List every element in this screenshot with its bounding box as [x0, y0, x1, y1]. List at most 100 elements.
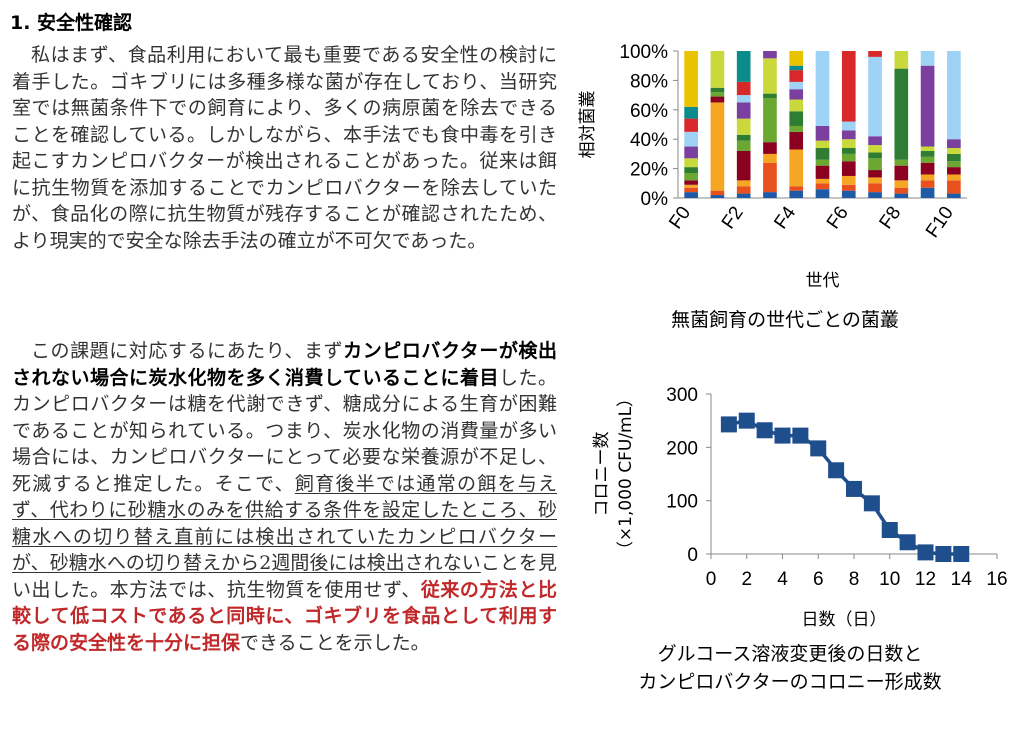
bar-segment: [710, 96, 725, 103]
bar-segment: [894, 165, 909, 181]
bar-segment: [920, 187, 935, 198]
para2-bold-highlight: カンピロバクターが検出されない場合に炭水化物を多く消費していることに着目: [12, 340, 557, 389]
bar-segment: [684, 173, 698, 181]
x-tick-label: 2: [741, 569, 752, 590]
chart2-caption-line2: カンピロバクターのコロニー形成数: [638, 671, 942, 693]
bar-segment: [868, 152, 882, 159]
bar-segment: [736, 51, 751, 82]
bar-segment: [710, 92, 725, 97]
bar-segment: [841, 184, 856, 191]
bar-segment: [684, 158, 698, 168]
x-tick-label: F8: [875, 203, 905, 233]
bar-segment: [894, 68, 909, 160]
bar-segment: [789, 70, 804, 82]
bar-segment: [736, 134, 751, 141]
bar-segment: [841, 190, 856, 198]
y-tick-label: 200: [666, 438, 698, 459]
bar-segment: [920, 51, 935, 66]
para2-text-3: ことを見い出した。本方法では、抗生物質を使用せず、: [12, 552, 557, 601]
bar-segment: [947, 193, 961, 198]
bar-segment: [815, 148, 830, 160]
y-axis-title-line2: （×1,000 CFU/mL）: [616, 390, 636, 558]
data-point: [810, 440, 827, 457]
bar-segment: [815, 159, 830, 166]
y-axis-title: 相対菌叢: [578, 91, 598, 159]
y-tick-label: 60%: [630, 101, 668, 122]
para2-underlined-finding: 飼育後半では通常の餌を与えず、代わりに砂糖水のみを供給する条件を設定したところ、…: [12, 472, 557, 575]
bar-segment: [868, 183, 882, 193]
bar-segment: [868, 136, 882, 146]
paragraph-method: この課題に対応するにあたり、まずカンピロバクターが検出されない場合に炭水化物を多…: [12, 338, 557, 656]
para2-red-highlight: 従来の方法と比較して低コストであると同時に、ゴキブリを食品として利用する際の安全…: [12, 578, 557, 654]
bar-segment: [815, 125, 830, 141]
bar-segment: [947, 148, 961, 154]
para2-text-4: できることを示した。: [240, 631, 430, 654]
data-point: [881, 522, 898, 538]
paragraph-intro: 私はまず、食品利用において最も重要である安全性の検討に着手した。ゴキブリには多種…: [12, 44, 557, 252]
colony-count-line-chart: 0 100 200 300 0 2 4 6 8 10 12 14 16 コロニー数 （×1,000 CFU/…: [592, 385, 1008, 630]
bar-segment: [789, 131, 804, 150]
bar-segment: [894, 51, 909, 69]
bar-segment: [841, 153, 856, 162]
bar-segment: [947, 139, 961, 149]
x-tick-label: 12: [915, 569, 936, 590]
bar-segment: [710, 51, 725, 88]
bar-segment: [684, 187, 698, 193]
bar-segment: [684, 131, 698, 147]
bar-segment: [684, 184, 698, 188]
x-axis-title: 世代: [806, 271, 840, 291]
x-tick-label: 10: [879, 569, 900, 590]
bar-segment: [763, 162, 777, 193]
bar-segment: [920, 180, 935, 188]
bar-segment: [815, 51, 830, 126]
bar-segment: [947, 180, 961, 194]
bar-segment: [841, 130, 856, 140]
bar-segment: [815, 183, 830, 190]
y-tick-label: 100: [666, 492, 698, 513]
bar-segment: [947, 174, 961, 181]
section-heading: 1. 安全性確認: [10, 12, 133, 34]
bar-segment: [815, 140, 830, 149]
bar-segment: [841, 161, 856, 176]
chart2-caption-line1: グルコース溶液変更後の日数と: [657, 643, 923, 665]
bar-segment: [920, 156, 935, 163]
data-point: [756, 422, 773, 439]
bar-segment: [815, 178, 830, 184]
bar-segment: [736, 95, 751, 103]
x-tick-label: 6: [813, 569, 824, 590]
bar-segment: [684, 118, 698, 132]
bar-segment: [789, 81, 804, 90]
bar-segment: [894, 180, 909, 188]
y-tick-label: 0: [687, 545, 698, 566]
bar-segment: [684, 51, 698, 107]
x-tick-label: 16: [986, 569, 1007, 590]
data-point: [953, 546, 970, 562]
series-line: [728, 418, 962, 556]
bar-segment: [841, 148, 856, 154]
bar-segment: [815, 189, 830, 198]
x-axis-title: 日数（日）: [802, 610, 887, 630]
bar-segment: [920, 146, 935, 151]
bar-segment: [789, 99, 804, 112]
data-point: [738, 412, 755, 429]
data-point: [935, 546, 952, 562]
y-tick-label: 20%: [630, 160, 668, 181]
bar-segment: [763, 93, 777, 99]
bar-segment: [947, 167, 961, 175]
bar-segment: [868, 158, 882, 171]
x-tick-label: 14: [951, 569, 973, 590]
bar-segment: [763, 51, 777, 59]
bar-segment: [763, 153, 777, 163]
data-point: [828, 462, 845, 479]
bar-segment: [894, 159, 909, 166]
bar-segment: [789, 149, 804, 187]
para2-text-1: この課題に対応するにあたり、まず: [31, 340, 344, 362]
bar-segment: [684, 192, 698, 198]
x-tick-label: F2: [718, 203, 748, 233]
bar-segment: [710, 190, 725, 196]
bar-segment: [894, 187, 909, 194]
bar-segment: [736, 193, 751, 198]
data-point: [792, 427, 809, 444]
bar-segment: [736, 118, 751, 135]
bar-segment: [868, 145, 882, 153]
